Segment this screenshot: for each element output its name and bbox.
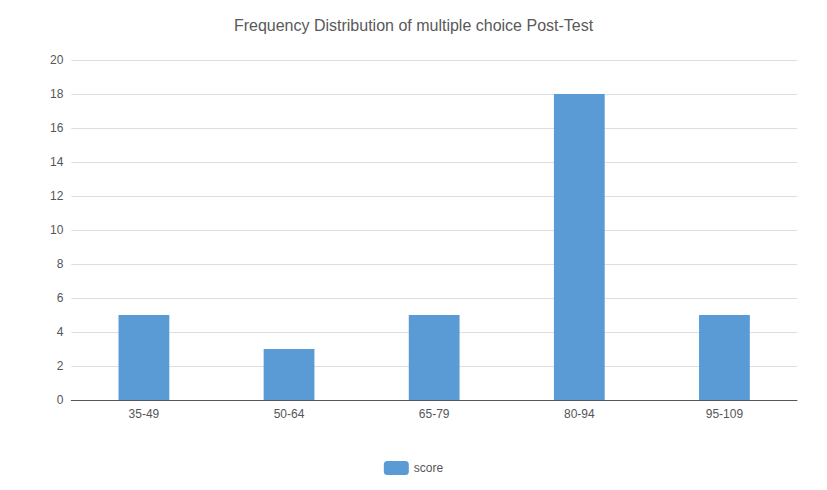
svg-text:8: 8 — [57, 257, 64, 271]
svg-text:95-109: 95-109 — [706, 407, 744, 421]
svg-text:10: 10 — [50, 223, 64, 237]
svg-text:score: score — [414, 461, 444, 475]
svg-text:35-49: 35-49 — [129, 407, 160, 421]
svg-text:18: 18 — [50, 87, 64, 101]
svg-text:6: 6 — [57, 291, 64, 305]
svg-text:65-79: 65-79 — [419, 407, 450, 421]
svg-text:12: 12 — [50, 189, 64, 203]
svg-text:4: 4 — [57, 325, 64, 339]
svg-text:16: 16 — [50, 121, 64, 135]
svg-text:2: 2 — [57, 359, 64, 373]
svg-text:20: 20 — [50, 53, 64, 67]
svg-text:0: 0 — [57, 393, 64, 407]
svg-text:80-94: 80-94 — [564, 407, 595, 421]
svg-text:Frequency Distribution of mult: Frequency Distribution of multiple choic… — [234, 17, 594, 34]
svg-text:14: 14 — [50, 155, 64, 169]
svg-text:50-64: 50-64 — [274, 407, 305, 421]
